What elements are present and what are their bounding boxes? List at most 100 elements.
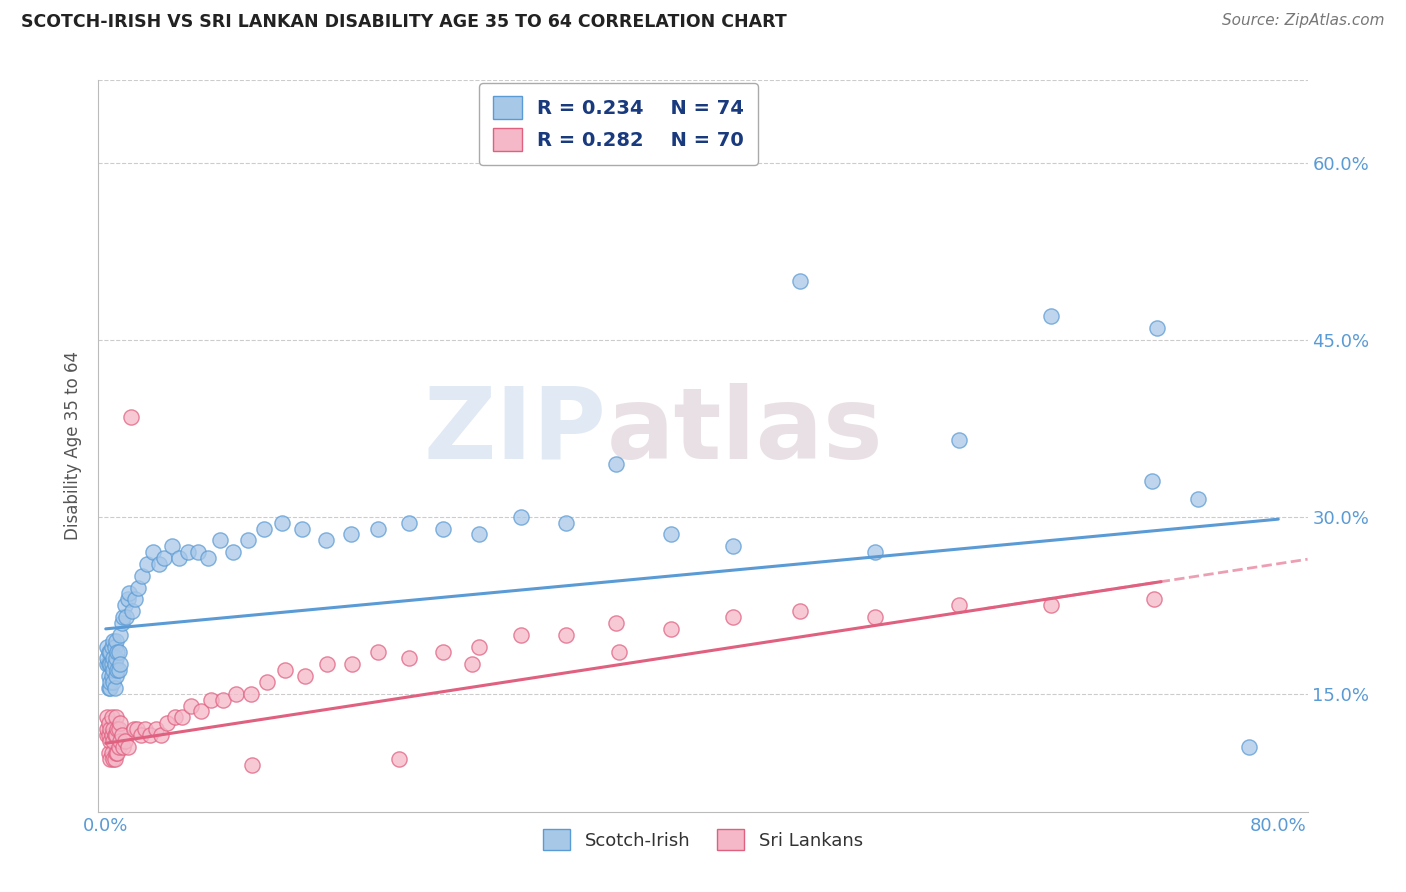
Point <box>98 751 121 765</box>
Text: SCOTCH-IRISH VS SRI LANKAN DISABILITY AGE 35 TO 64 CORRELATION CHART: SCOTCH-IRISH VS SRI LANKAN DISABILITY AG… <box>21 13 787 31</box>
Point <box>367 645 389 659</box>
Point <box>180 698 202 713</box>
Point <box>150 728 173 742</box>
Point <box>100 728 122 742</box>
Point <box>339 527 361 541</box>
Point <box>948 433 970 447</box>
Point <box>101 751 124 765</box>
Point <box>98 675 121 690</box>
Point <box>170 710 193 724</box>
Point <box>101 663 124 677</box>
Point <box>103 681 125 695</box>
Point <box>187 545 209 559</box>
Point <box>863 545 886 559</box>
Point <box>461 657 484 672</box>
Point <box>1187 492 1209 507</box>
Point <box>112 610 135 624</box>
Point <box>98 645 121 659</box>
Text: Source: ZipAtlas.com: Source: ZipAtlas.com <box>1222 13 1385 29</box>
Point <box>107 645 129 659</box>
Point <box>212 692 235 706</box>
Point <box>110 716 132 731</box>
Text: ZIP: ZIP <box>423 383 606 480</box>
Point <box>101 633 124 648</box>
Point <box>134 722 156 736</box>
Point <box>121 604 143 618</box>
Point <box>100 746 122 760</box>
Point <box>190 705 212 719</box>
Point <box>110 734 132 748</box>
Point <box>661 622 683 636</box>
Point <box>100 710 122 724</box>
Point <box>209 533 232 548</box>
Point <box>103 640 125 654</box>
Point <box>129 728 152 742</box>
Point <box>97 657 120 672</box>
Point <box>110 657 132 672</box>
Point <box>177 545 200 559</box>
Point <box>605 457 627 471</box>
Point <box>101 722 124 736</box>
Point <box>97 645 120 659</box>
Y-axis label: Disability Age 35 to 64: Disability Age 35 to 64 <box>65 351 83 541</box>
Point <box>108 645 131 659</box>
Point <box>112 739 135 754</box>
Point <box>509 509 531 524</box>
Point <box>111 615 134 630</box>
Point <box>96 657 118 672</box>
Point <box>107 663 129 677</box>
Point <box>97 746 120 760</box>
Point <box>509 628 531 642</box>
Point <box>98 722 121 736</box>
Point <box>96 640 118 654</box>
Point <box>163 710 186 724</box>
Point <box>1143 592 1166 607</box>
Point <box>97 716 120 731</box>
Point <box>103 657 125 672</box>
Point <box>98 657 121 672</box>
Point <box>100 640 122 654</box>
Point <box>108 722 131 736</box>
Point <box>398 651 420 665</box>
Point <box>127 581 149 595</box>
Point <box>789 274 811 288</box>
Point <box>1237 739 1260 754</box>
Point <box>142 545 165 559</box>
Point <box>120 409 142 424</box>
Point <box>291 522 314 536</box>
Point <box>96 710 118 724</box>
Point <box>103 751 125 765</box>
Point <box>367 522 389 536</box>
Point <box>101 675 124 690</box>
Point <box>273 663 295 677</box>
Point <box>107 746 129 760</box>
Point <box>118 586 141 600</box>
Point <box>105 633 128 648</box>
Point <box>148 557 170 571</box>
Point <box>105 710 128 724</box>
Point <box>160 539 183 553</box>
Point <box>115 610 138 624</box>
Point <box>138 728 160 742</box>
Point <box>105 669 128 683</box>
Point <box>135 557 157 571</box>
Point <box>100 669 122 683</box>
Point <box>97 669 120 683</box>
Point <box>105 651 128 665</box>
Point <box>197 551 219 566</box>
Point <box>111 728 134 742</box>
Point <box>101 734 124 748</box>
Point <box>315 533 337 548</box>
Text: atlas: atlas <box>606 383 883 480</box>
Point <box>117 592 139 607</box>
Point <box>105 746 128 760</box>
Point <box>270 516 292 530</box>
Point <box>253 522 276 536</box>
Point <box>236 533 259 548</box>
Point <box>256 675 278 690</box>
Point <box>721 539 744 553</box>
Point <box>340 657 363 672</box>
Point <box>240 757 263 772</box>
Point <box>1040 310 1063 324</box>
Point <box>948 599 970 613</box>
